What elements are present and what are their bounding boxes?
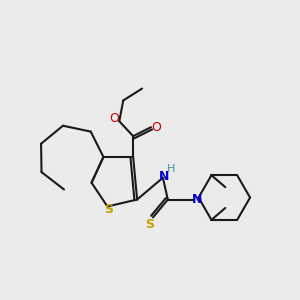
Text: N: N	[159, 170, 169, 183]
Text: S: S	[104, 203, 113, 216]
Text: O: O	[110, 112, 119, 125]
Text: H: H	[167, 164, 175, 174]
Text: S: S	[146, 218, 154, 231]
Text: O: O	[151, 121, 161, 134]
Text: N: N	[191, 193, 202, 206]
